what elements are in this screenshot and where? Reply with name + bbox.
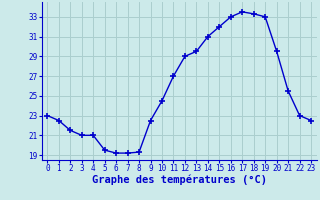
X-axis label: Graphe des températures (°C): Graphe des températures (°C) <box>92 175 267 185</box>
